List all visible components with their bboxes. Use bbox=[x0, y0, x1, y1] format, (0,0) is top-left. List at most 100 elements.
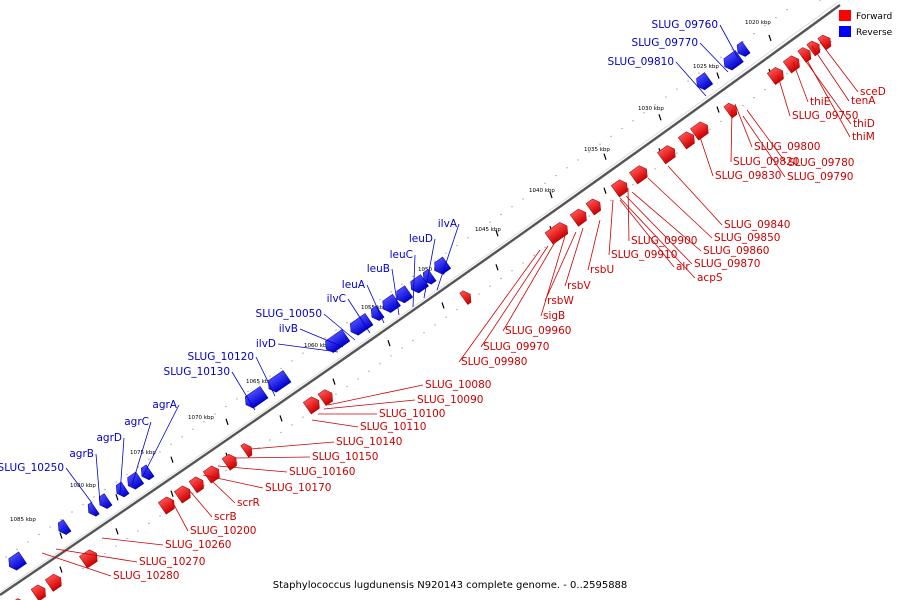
forward-gene-label: SLUG_09960 bbox=[505, 325, 571, 337]
track-dot bbox=[544, 182, 546, 184]
forward-gene bbox=[629, 165, 648, 185]
track-dot bbox=[137, 530, 139, 532]
legend-reverse-label: Reverse bbox=[856, 28, 893, 38]
reverse-gene-label: SLUG_10120 bbox=[188, 351, 254, 363]
forward-gene-label: SLUG_09870 bbox=[694, 258, 760, 270]
track-dot bbox=[335, 393, 337, 395]
track-dot bbox=[280, 367, 282, 370]
track-dot bbox=[566, 167, 568, 169]
forward-gene-label: SLUG_09970 bbox=[483, 341, 549, 353]
track-dot bbox=[720, 120, 722, 123]
forward-gene-label: SLUG_10270 bbox=[139, 556, 205, 568]
track-dot bbox=[126, 537, 128, 540]
track-dot bbox=[621, 127, 623, 130]
backbone-layer bbox=[0, 1, 841, 596]
forward-gene-leader bbox=[806, 59, 851, 138]
kbp-tick-label: 1070 kbp bbox=[188, 415, 214, 421]
reverse-gene-leader bbox=[391, 268, 400, 316]
forward-gene-label: SLUG_10100 bbox=[379, 408, 445, 420]
reverse-gene bbox=[811, 0, 824, 1]
track-dot bbox=[324, 337, 326, 339]
forward-gene-label: alr bbox=[676, 261, 690, 273]
track-dot bbox=[709, 128, 711, 130]
track-dot bbox=[665, 96, 667, 98]
forward-gene bbox=[677, 131, 695, 150]
track-dot bbox=[236, 398, 238, 400]
forward-gene bbox=[544, 222, 569, 245]
reverse-gene-leader bbox=[699, 42, 729, 73]
track-dot bbox=[181, 436, 183, 438]
forward-gene-label: SLUG_09830 bbox=[715, 170, 781, 182]
reverse-gene bbox=[736, 41, 751, 57]
forward-gene-label: rsbU bbox=[590, 264, 614, 276]
reverse-gene-label: ilvB bbox=[279, 323, 298, 335]
kbp-tick-mark bbox=[658, 114, 662, 121]
forward-gene-label: acpS bbox=[697, 272, 723, 284]
forward-gene-label: SLUG_10080 bbox=[425, 379, 491, 391]
legend-reverse-swatch bbox=[839, 26, 851, 37]
track-dot bbox=[258, 447, 260, 449]
kbp-tick-mark-lower bbox=[495, 264, 499, 271]
forward-gene-leader bbox=[55, 548, 138, 563]
track-dot bbox=[335, 329, 337, 331]
reverse-gene-leader bbox=[131, 421, 152, 486]
forward-gene bbox=[202, 465, 220, 484]
forward-gene-leader bbox=[217, 465, 288, 473]
backbone-highlight bbox=[0, 1, 839, 593]
track-dot bbox=[467, 237, 469, 239]
reverse-gene bbox=[434, 256, 452, 275]
reverse-gene-label: SLUG_10130 bbox=[164, 366, 230, 378]
track-dot bbox=[126, 473, 128, 476]
track-dot bbox=[148, 458, 150, 461]
forward-gene-label: SLUG_10200 bbox=[190, 525, 256, 537]
track-dot bbox=[170, 443, 172, 445]
track-dot bbox=[258, 383, 260, 385]
track-dot bbox=[830, 40, 832, 43]
track-dot bbox=[401, 347, 403, 349]
forward-gene-leader bbox=[327, 384, 424, 406]
reverse-gene-label: agrB bbox=[69, 448, 94, 460]
forward-gene bbox=[817, 34, 832, 51]
reverse-gene-leader bbox=[675, 61, 707, 97]
kbp-tick-mark bbox=[495, 230, 499, 237]
forward-gene-leader bbox=[234, 456, 311, 459]
track-dot bbox=[225, 469, 227, 472]
reverse-gene bbox=[140, 464, 155, 481]
forward-gene bbox=[173, 485, 191, 504]
forward-gene bbox=[79, 549, 98, 569]
kbp-tick-mark bbox=[225, 418, 229, 425]
forward-gene-leader bbox=[647, 177, 713, 239]
reverse-gene bbox=[127, 471, 145, 490]
forward-gene bbox=[766, 67, 784, 86]
track-dot bbox=[225, 405, 227, 408]
track-dot bbox=[819, 48, 821, 51]
forward-gene bbox=[610, 179, 628, 198]
forward-gene-label: SLUG_10160 bbox=[289, 466, 355, 478]
forward-gene bbox=[585, 198, 601, 216]
forward-gene-label: thiM bbox=[852, 131, 875, 143]
track-dot bbox=[423, 268, 425, 270]
track-dot bbox=[82, 503, 84, 506]
kbp-ticks: 1020 kbp 1025 kbp 1030 kbp 1035 kbp 1040 kbp… bbox=[10, 20, 772, 573]
kbp-tick-label: 1075 kbp bbox=[130, 450, 156, 456]
track-dot bbox=[522, 198, 524, 200]
reverse-gene-label: leuC bbox=[390, 249, 413, 261]
track-dot bbox=[434, 324, 436, 326]
forward-gene-leader bbox=[250, 441, 335, 450]
forward-gene-leader bbox=[101, 537, 164, 546]
track-dot bbox=[16, 548, 18, 551]
forward-gene-leader bbox=[171, 500, 189, 532]
kbp-tick-label: 1045 kbp bbox=[475, 227, 501, 233]
forward-gene-leader bbox=[811, 45, 850, 102]
forward-gene-label: SLUG_09820 bbox=[733, 156, 799, 168]
forward-gene bbox=[569, 208, 587, 227]
kbp-tick-mark bbox=[115, 494, 119, 501]
track-dot bbox=[588, 151, 590, 153]
legend: Forward Reverse bbox=[839, 10, 893, 38]
track-dot bbox=[49, 526, 51, 528]
kbp-tick-mark bbox=[716, 72, 720, 79]
reverse-gene-label: SLUG_09810 bbox=[608, 56, 674, 68]
forward-gene bbox=[302, 396, 320, 415]
track-dot bbox=[5, 556, 7, 558]
